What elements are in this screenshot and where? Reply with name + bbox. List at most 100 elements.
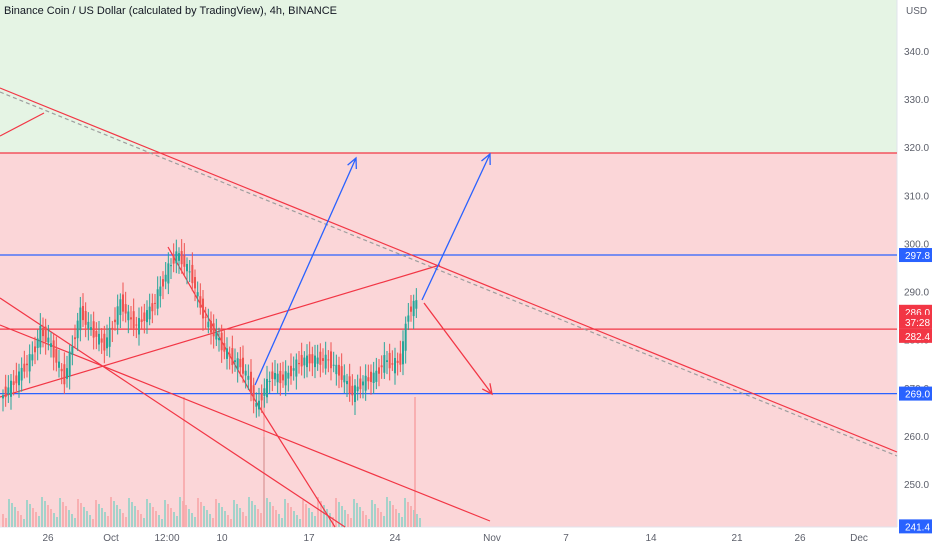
candle-body xyxy=(415,300,418,309)
volume-bar xyxy=(143,518,145,527)
price-badge xyxy=(899,386,932,401)
volume-bar xyxy=(248,497,250,527)
candle-body xyxy=(4,386,7,398)
volume-bar xyxy=(224,511,226,527)
y-tick-label: 320.0 xyxy=(904,143,929,154)
candle-body xyxy=(42,327,44,337)
descending-resistance-line xyxy=(0,87,898,453)
volume-bar xyxy=(68,510,70,527)
candle-body xyxy=(135,324,138,326)
volume-bar xyxy=(383,516,385,527)
candle-body xyxy=(7,387,10,395)
projection-arrow-bearish xyxy=(423,302,493,395)
candle-body xyxy=(39,325,42,348)
volume-bar xyxy=(131,502,133,527)
volume-bar xyxy=(50,509,52,527)
candle-body xyxy=(292,368,295,371)
candle-body xyxy=(375,370,378,382)
candlestick-series xyxy=(2,239,418,418)
volume-bar xyxy=(20,515,22,527)
candle-body xyxy=(18,371,20,386)
time-axis[interactable]: 26 Oct 12:00 10 17 24 Nov 7 14 21 26 Dec xyxy=(42,533,867,544)
candle-body xyxy=(340,366,343,380)
volume-bar xyxy=(401,517,403,527)
candle-body xyxy=(119,299,122,316)
volume-bar xyxy=(419,518,421,527)
candle-body xyxy=(178,253,180,261)
candle-body xyxy=(63,364,66,385)
volume-bar xyxy=(161,519,163,527)
projection-arrow-bearish-head xyxy=(481,383,493,396)
volume-bar xyxy=(197,498,199,527)
candle-body xyxy=(212,323,215,337)
candle-body xyxy=(100,338,103,343)
volume-bar xyxy=(56,517,58,527)
candle-body xyxy=(82,305,84,321)
candle-body xyxy=(316,357,319,364)
price-badge-label: 282.4 xyxy=(905,332,930,343)
volume-bar xyxy=(47,505,49,527)
volume-bar xyxy=(125,517,127,527)
volume-bar xyxy=(140,514,142,527)
candle-body xyxy=(244,370,247,376)
volume-bar xyxy=(98,504,100,527)
y-tick-label: 250.0 xyxy=(904,480,929,491)
candle-body xyxy=(231,348,234,366)
volume-bar xyxy=(164,500,166,527)
candle-body xyxy=(15,375,18,384)
candle-body xyxy=(151,303,154,312)
volume-bar xyxy=(185,505,187,527)
candle-body xyxy=(170,265,172,267)
channel-bottom-line xyxy=(0,324,491,522)
candle-body xyxy=(282,374,284,381)
candle-body xyxy=(372,372,375,384)
dashed-resistance-line xyxy=(0,91,898,457)
candle-body xyxy=(116,306,119,325)
candle-body xyxy=(218,338,220,341)
volume-bar xyxy=(44,501,46,527)
candle-body xyxy=(330,351,332,369)
volume-bar xyxy=(8,499,10,527)
candle-body xyxy=(343,375,346,383)
candle-body xyxy=(314,355,316,368)
price-axis[interactable]: USD250.0260.0270.0280.0290.0300.0310.032… xyxy=(899,6,932,534)
candle-body xyxy=(2,395,4,399)
candle-body xyxy=(127,311,130,321)
candle-body xyxy=(87,321,90,329)
candle-body xyxy=(26,363,28,366)
candle-body xyxy=(394,357,396,374)
volume-bar xyxy=(179,497,181,527)
volume-bar xyxy=(200,502,202,527)
candle-body xyxy=(223,343,226,352)
volume-bar xyxy=(365,515,367,527)
candle-body xyxy=(346,380,348,385)
candle-body xyxy=(36,338,39,349)
candle-body xyxy=(20,367,23,381)
candle-body xyxy=(250,371,252,394)
candle-body xyxy=(66,368,68,379)
volume-spike xyxy=(263,397,265,527)
candle-body xyxy=(186,263,188,272)
y-tick-label: 310.0 xyxy=(904,191,929,202)
volume-bar xyxy=(380,512,382,527)
candle-body xyxy=(236,358,239,370)
volume-bar xyxy=(215,499,217,527)
volume-bar xyxy=(260,513,262,527)
volume-bar xyxy=(11,503,13,527)
volume-bar xyxy=(53,513,55,527)
volume-bar xyxy=(188,509,190,527)
volume-bar xyxy=(278,514,280,527)
candle-body xyxy=(324,354,327,369)
trend-drawings[interactable] xyxy=(0,87,898,528)
volume-bar xyxy=(29,504,31,527)
volume-bar xyxy=(23,519,25,527)
candle-body xyxy=(164,274,167,282)
candle-body xyxy=(258,400,260,410)
volume-bar xyxy=(350,518,352,527)
x-tick-label: Nov xyxy=(483,533,501,544)
candle-body xyxy=(263,388,266,397)
green-zone xyxy=(0,0,897,154)
candle-body xyxy=(196,292,199,297)
candle-body xyxy=(148,306,151,320)
